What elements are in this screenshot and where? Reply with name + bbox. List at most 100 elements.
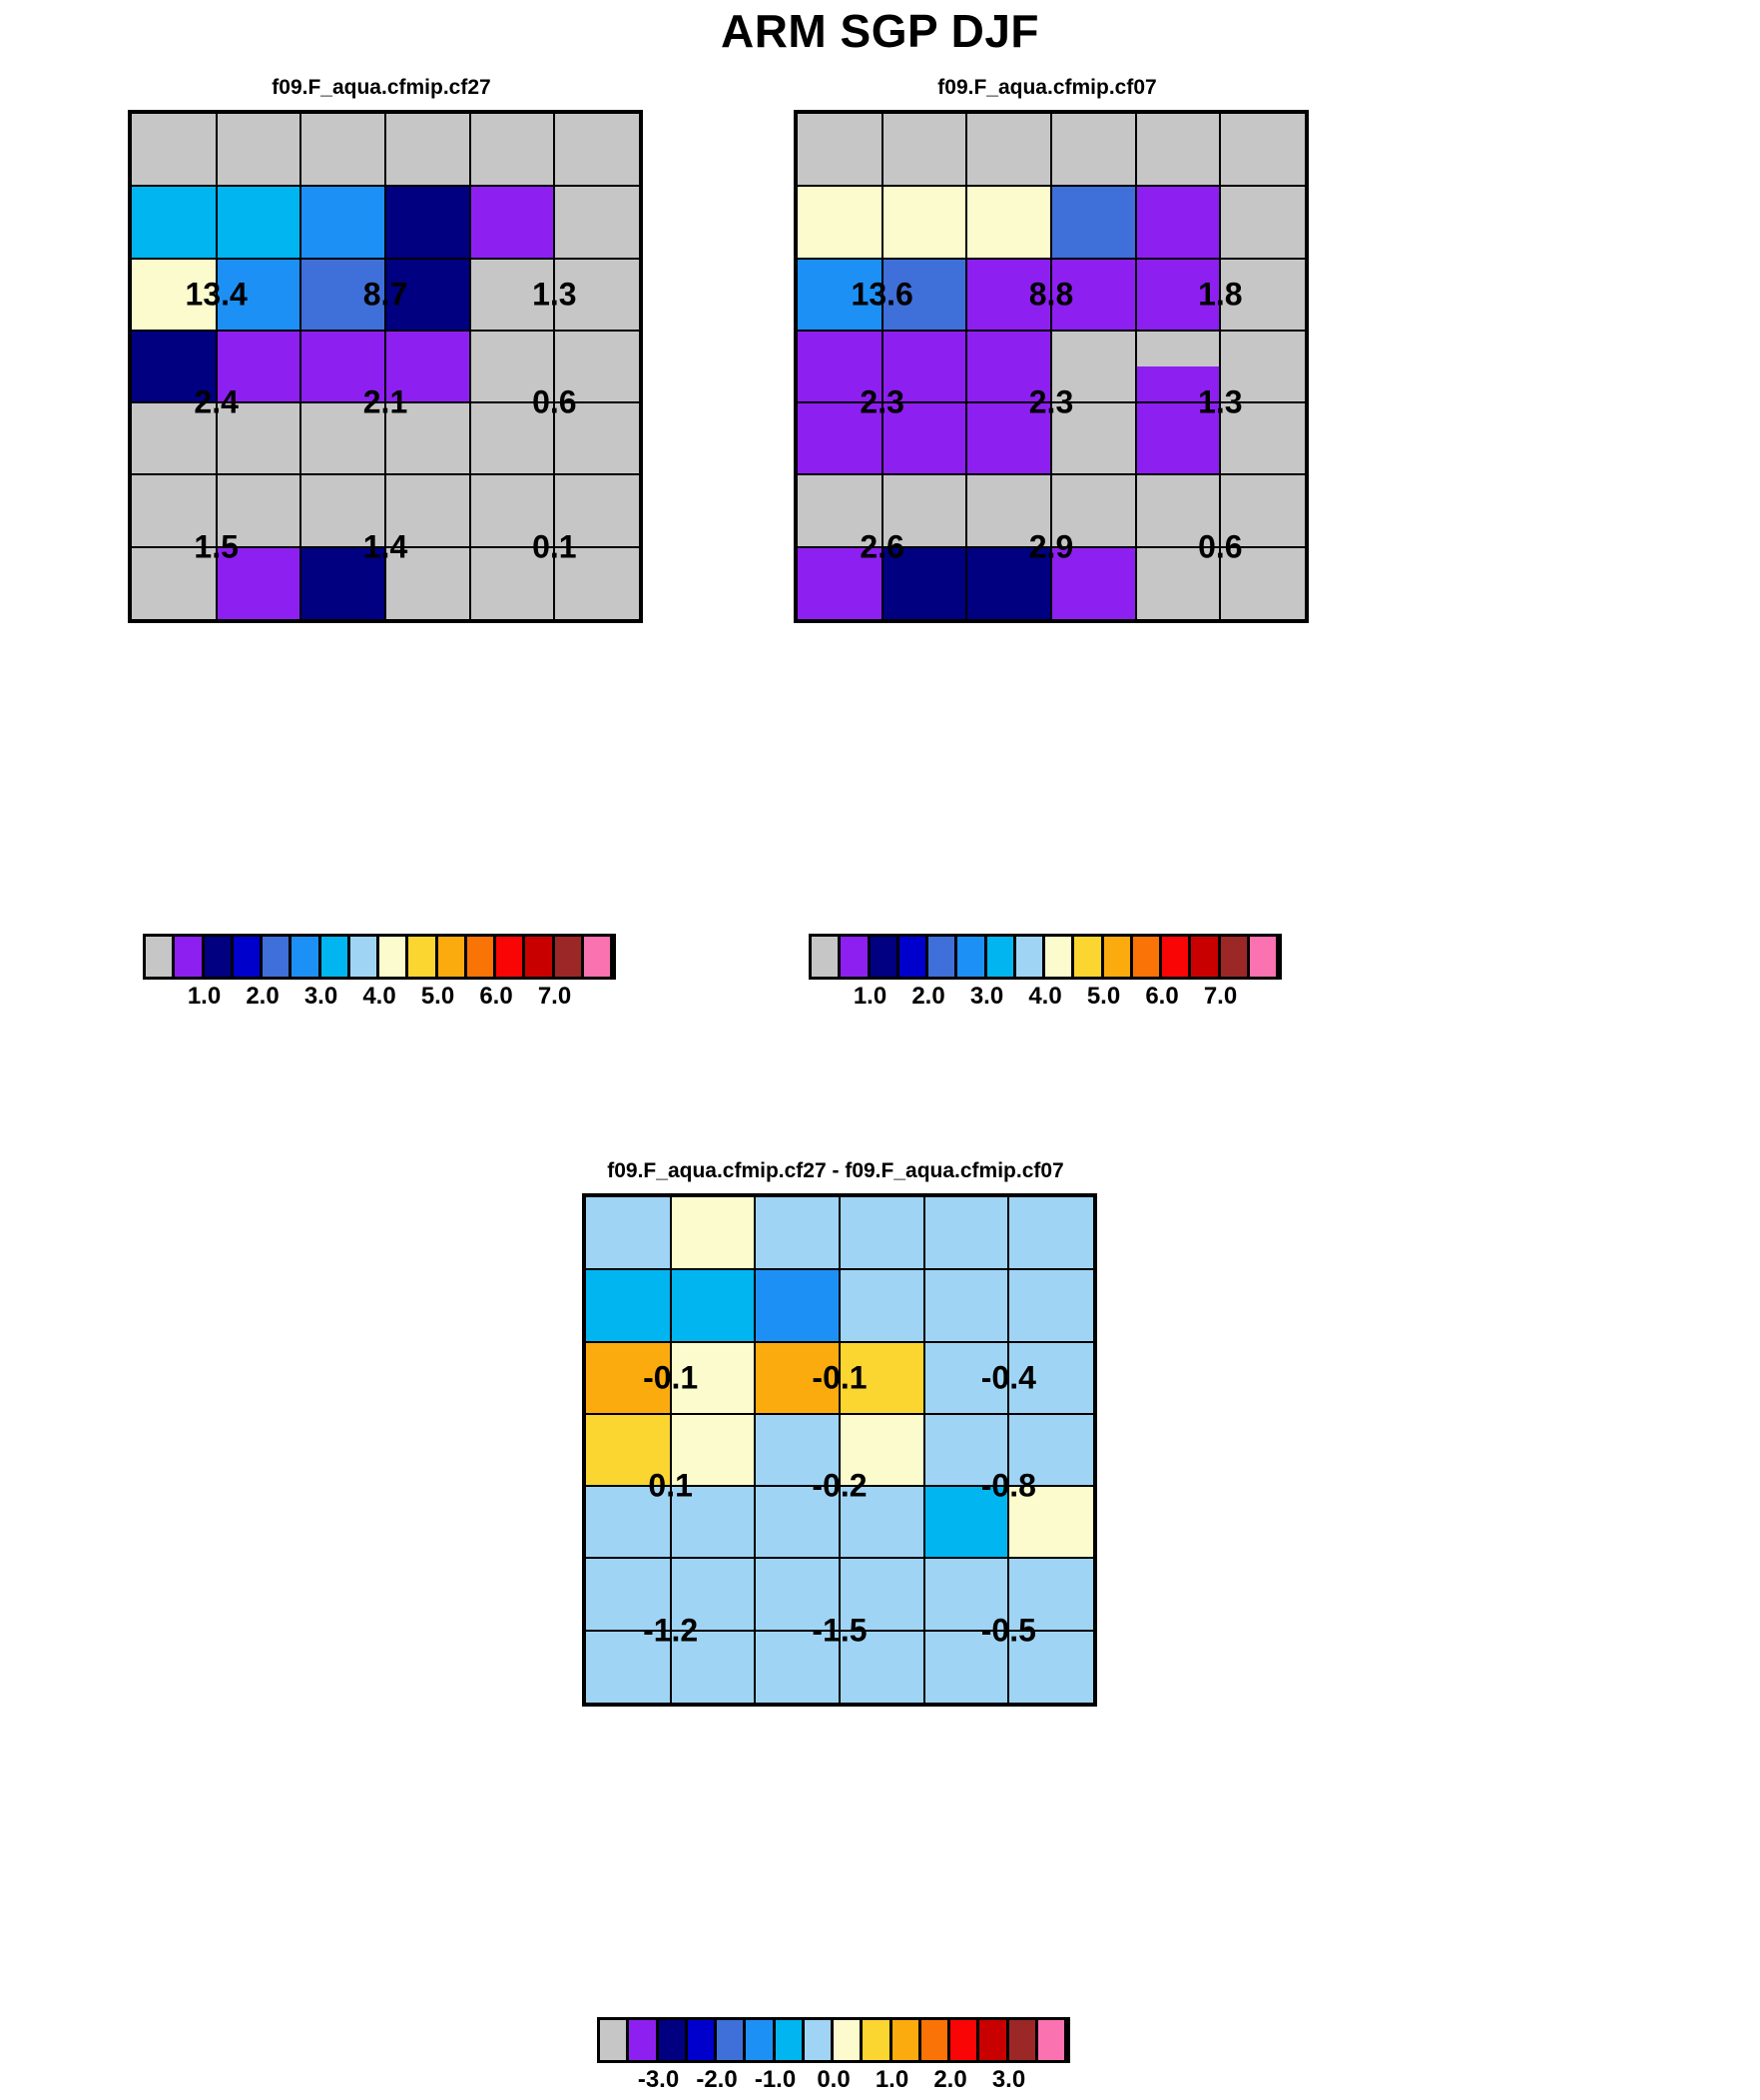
heatmap-cell	[1219, 582, 1264, 619]
colorbar-swatch	[1074, 937, 1104, 977]
x-axis-tick	[1303, 619, 1307, 623]
heatmap-cell	[839, 546, 883, 584]
heatmap-cell	[1008, 294, 1052, 332]
heatmap-cell	[258, 114, 301, 151]
heatmap-cell	[1219, 437, 1264, 475]
heatmap-cell	[132, 330, 175, 367]
heatmap-cell	[384, 473, 428, 512]
heatmap-cell	[384, 582, 428, 619]
heatmap-cell	[469, 221, 513, 260]
heatmap-cell	[426, 330, 471, 367]
heatmap-cell	[258, 149, 301, 187]
heatmap-cell	[216, 582, 260, 619]
heatmap-cell	[881, 510, 925, 548]
heatmap-cell	[173, 510, 218, 548]
heatmap-cell	[426, 437, 471, 475]
colorbar-swatch	[841, 937, 871, 977]
heatmap-cell	[1008, 330, 1052, 367]
heatmap-cell	[342, 114, 386, 151]
heatmap-cell	[839, 582, 883, 619]
cell-value-label: 8.8	[1028, 276, 1074, 313]
heatmap-cell	[299, 546, 344, 584]
heatmap-cell	[923, 1594, 967, 1632]
heatmap-cell	[1219, 294, 1264, 332]
heatmap-cell	[797, 1557, 841, 1596]
heatmap-cell	[426, 114, 471, 151]
heatmap-cell	[965, 1485, 1009, 1523]
heatmap-cell	[299, 221, 344, 260]
heatmap-cell	[712, 1197, 756, 1234]
heatmap-cell	[798, 185, 841, 223]
heatmap-cell	[1050, 510, 1094, 548]
heatmap-cell	[1050, 1485, 1093, 1523]
x-axis-tick	[964, 619, 968, 623]
heatmap-cell	[1135, 221, 1179, 260]
heatmap-cell	[839, 1666, 882, 1703]
y-axis-tick	[128, 545, 132, 549]
heatmap-cell	[627, 1485, 672, 1523]
heatmap-cell	[426, 546, 471, 584]
cell-value-label: -0.8	[980, 1467, 1036, 1504]
heatmap-cell	[712, 1377, 756, 1415]
heatmap-cell	[342, 185, 386, 223]
colorbar-tick-label: 5.0	[420, 983, 455, 1010]
heatmap-cell	[798, 149, 841, 187]
heatmap-cell	[923, 221, 967, 260]
heatmap-cell	[670, 1630, 714, 1668]
gridline-horizontal	[132, 401, 639, 404]
heatmap-cell	[712, 1449, 756, 1487]
heatmap-cell	[1262, 294, 1305, 332]
heatmap-cell	[586, 1413, 629, 1451]
heatmap-cell	[923, 1232, 967, 1270]
heatmap-cell	[1008, 221, 1052, 260]
heatmap-cell	[1262, 114, 1305, 151]
heatmap-cell	[1008, 365, 1052, 403]
heatmap-cell	[965, 294, 1010, 332]
heatmap-cell	[670, 1666, 714, 1703]
heatmap-cell	[712, 1413, 756, 1451]
heatmap-cell	[798, 546, 841, 584]
heatmap-cell	[1177, 401, 1221, 439]
heatmap-cell	[173, 401, 218, 439]
heatmap-cell	[712, 1232, 756, 1270]
cell-value-label: -1.5	[812, 1612, 868, 1649]
heatmap-cells	[586, 1197, 1093, 1703]
x-axis-tick	[1049, 110, 1053, 114]
y-axis-tick	[794, 112, 798, 116]
heatmap-cell	[258, 221, 301, 260]
colorbar: -3.0 -2.0 -1.0 0.0 1.0 2.0 3.0	[597, 2017, 1070, 2093]
heatmap-cell	[1262, 149, 1305, 187]
heatmap-cell	[469, 149, 513, 187]
heatmap-cell	[1050, 1268, 1093, 1306]
panel-difference: f09.F_aqua.cfmip.cf27 - f09.F_aqua.cfmip…	[582, 1159, 1097, 2093]
heatmap-cell	[132, 114, 175, 151]
heatmap-cell	[596, 365, 639, 403]
heatmap-cell	[586, 1304, 629, 1343]
heatmap-cell	[754, 1521, 799, 1559]
heatmap-cell	[1135, 582, 1179, 619]
colorbar-tick-label: 3.0	[991, 2066, 1026, 2093]
page-title: ARM SGP DJF	[720, 5, 1040, 57]
heatmap-cell	[511, 437, 555, 475]
gridline-vertical	[1007, 1197, 1010, 1703]
heatmap-cell	[1007, 1485, 1052, 1523]
heatmap-cell	[880, 1268, 925, 1306]
heatmap-cell	[1050, 365, 1094, 403]
heatmap-cell	[1135, 114, 1179, 151]
gridline-horizontal	[132, 545, 639, 548]
heatmap-cell	[670, 1341, 714, 1379]
heatmap-cell	[881, 365, 925, 403]
heatmap-cell	[1050, 473, 1094, 512]
gridline-vertical	[1219, 114, 1222, 619]
heatmap-cell	[965, 330, 1010, 367]
colorbar-swatch	[466, 937, 496, 977]
heatmap-cell	[132, 401, 175, 439]
heatmap-cell	[1050, 114, 1094, 151]
gridline-vertical	[669, 1197, 672, 1703]
heatmap-cell	[965, 1594, 1009, 1632]
x-axis-tick	[1134, 110, 1138, 114]
heatmap-cell	[839, 1594, 882, 1632]
heatmap-cell	[798, 582, 841, 619]
colorbar-tick-label: 7.0	[537, 983, 572, 1010]
x-axis-tick	[922, 1703, 926, 1707]
